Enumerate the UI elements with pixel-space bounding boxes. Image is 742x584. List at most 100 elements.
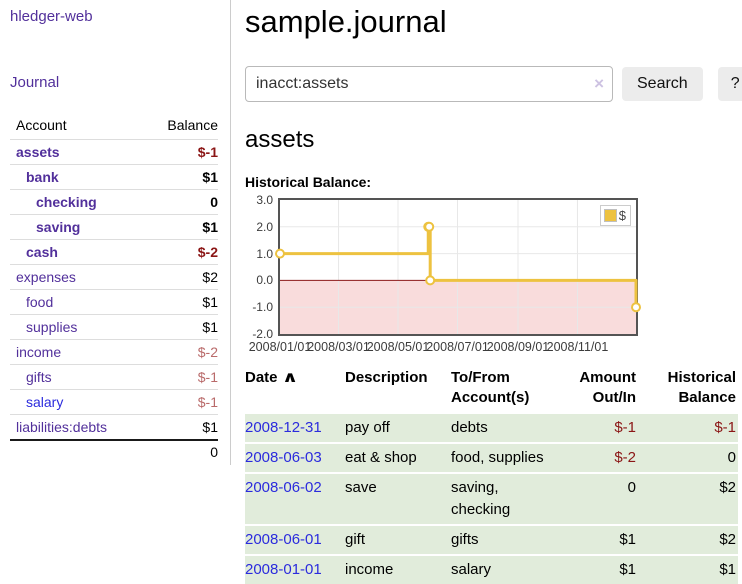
account-link[interactable]: bank	[26, 169, 59, 185]
account-row-supplies: supplies $1	[10, 314, 218, 339]
y-axis-tick: -1.0	[252, 300, 273, 315]
balance-chart: 3.0 2.0 1.0 0.0 -1.0 -2.0 $ 2008/01/01 2…	[245, 194, 725, 358]
account-row-gifts: gifts $-1	[10, 364, 218, 389]
sidebar-item-journal[interactable]: Journal	[10, 74, 60, 91]
y-axis-tick: 2.0	[256, 219, 273, 234]
col-header-description: Description	[345, 369, 428, 386]
search-button[interactable]: Search	[622, 67, 703, 101]
chart-legend: $	[599, 205, 631, 226]
account-link[interactable]: cash	[26, 244, 58, 260]
account-link[interactable]: liabilities:debts	[16, 419, 108, 435]
transaction-balance: $-1	[714, 419, 736, 436]
transaction-date-link[interactable]: 2008-06-03	[245, 449, 322, 466]
legend-swatch	[603, 209, 617, 222]
x-axis-tick: 2008/09/01	[486, 340, 550, 354]
transaction-description: save	[345, 479, 377, 496]
transaction-accounts: gifts	[451, 531, 479, 548]
account-row-liabilities-debts: liabilities:debts $1	[10, 414, 218, 439]
transaction-accounts: food, supplies	[451, 449, 544, 466]
account-balance: $1	[202, 169, 218, 185]
transaction-balance: $2	[719, 531, 736, 548]
transaction-date-link[interactable]: 2008-12-31	[245, 419, 322, 436]
transaction-description: gift	[345, 531, 366, 548]
clear-search-icon[interactable]: ×	[594, 74, 604, 93]
register-header: Date ∧ Description To/From Account(s) Amo…	[245, 366, 738, 412]
account-balance: $-1	[197, 369, 218, 385]
x-axis-tick: 2008/07/01	[426, 340, 489, 354]
search-input[interactable]	[245, 66, 613, 102]
sidebar: hledger-web Journal Account Balance asse…	[0, 0, 231, 465]
account-link[interactable]: assets	[16, 144, 60, 160]
x-axis-tick: 2008/05/01	[366, 340, 430, 354]
transaction-amount: $1	[619, 531, 636, 548]
x-axis-tick: 2008/03/01	[307, 340, 370, 354]
account-row-saving: saving $1	[10, 214, 218, 239]
account-balance: $1	[202, 419, 218, 435]
transaction-balance: 0	[727, 449, 736, 466]
main-content: sample.journal × Search ? assets Histori…	[231, 0, 742, 584]
transaction-accounts: saving, checking	[451, 479, 511, 518]
account-link[interactable]: food	[26, 294, 54, 310]
transaction-description: income	[345, 561, 394, 578]
account-row-cash: cash $-2	[10, 239, 218, 264]
accounts-table: Account Balance assets $-1 bank $1 check…	[10, 114, 218, 463]
account-balance: $1	[202, 294, 218, 310]
account-row-bank: bank $1	[10, 164, 218, 189]
accounts-total: 0	[10, 439, 218, 463]
x-axis-tick: 2008/01/01	[248, 340, 312, 354]
account-link[interactable]: income	[16, 344, 62, 360]
transaction-date-link[interactable]: 2008-06-02	[245, 479, 322, 496]
account-balance: $-2	[197, 244, 218, 260]
register-row[interactable]: 2008-12-31 pay off debts $-1 $-1	[245, 414, 738, 442]
account-balance: $-1	[197, 394, 218, 410]
help-button[interactable]: ?	[717, 67, 742, 101]
brand-link[interactable]: hledger-web	[10, 8, 93, 25]
register-row[interactable]: 2008-06-02 save saving, checking 0 $2	[245, 474, 738, 524]
account-heading: assets	[245, 126, 315, 153]
col-header-accounts: To/From Account(s)	[451, 369, 530, 406]
x-axis-tick: 2008/11/01	[546, 340, 609, 354]
legend-label: $	[618, 208, 626, 223]
account-balance: $1	[202, 319, 218, 335]
accounts-col-header: Account	[16, 117, 67, 133]
col-header-date[interactable]: Date ∧	[245, 369, 298, 386]
transaction-amount: $-2	[614, 449, 636, 466]
account-balance: $-1	[197, 144, 218, 160]
account-balance: $-2	[197, 344, 218, 360]
transaction-date-link[interactable]: 2008-06-01	[245, 531, 322, 548]
transaction-description: eat & shop	[345, 449, 417, 466]
search-box: ×	[245, 66, 613, 102]
chart-title: Historical Balance:	[245, 174, 372, 190]
y-axis-tick: 3.0	[256, 193, 273, 207]
account-row-income: income $-2	[10, 339, 218, 364]
transaction-balance: $1	[719, 561, 736, 578]
register-row[interactable]: 2008-06-03 eat & shop food, supplies $-2…	[245, 444, 738, 472]
transaction-accounts: salary	[451, 561, 492, 578]
transaction-amount: $1	[619, 561, 636, 578]
transaction-balance: $2	[719, 479, 736, 496]
search-form: × Search ?	[245, 66, 742, 102]
register-row[interactable]: 2008-06-01 gift gifts $1 $2	[245, 526, 738, 554]
account-link[interactable]: gifts	[26, 369, 52, 385]
balance-col-header: Balance	[167, 117, 218, 133]
register-row[interactable]: 2008-01-01 income salary $1 $1	[245, 556, 738, 584]
register-table: Date ∧ Description To/From Account(s) Amo…	[245, 366, 738, 584]
account-link[interactable]: supplies	[26, 319, 78, 335]
account-balance: 0	[210, 194, 218, 210]
account-link[interactable]: saving	[36, 219, 81, 235]
transaction-date-link[interactable]: 2008-01-01	[245, 561, 322, 578]
account-link[interactable]: salary	[26, 394, 64, 410]
balance-chart-plot[interactable]: $	[275, 198, 641, 336]
account-link[interactable]: checking	[36, 194, 97, 210]
account-balance: $2	[202, 269, 218, 285]
transaction-amount: $-1	[614, 419, 636, 436]
account-balance: $1	[202, 219, 218, 235]
transaction-description: pay off	[345, 419, 390, 436]
y-axis-tick: 0.0	[256, 273, 273, 288]
account-link[interactable]: expenses	[16, 269, 76, 285]
transaction-accounts: debts	[451, 419, 488, 436]
transaction-amount: 0	[627, 479, 636, 496]
accounts-table-header: Account Balance	[10, 114, 218, 139]
sort-ascending-icon: ∧	[281, 369, 298, 386]
